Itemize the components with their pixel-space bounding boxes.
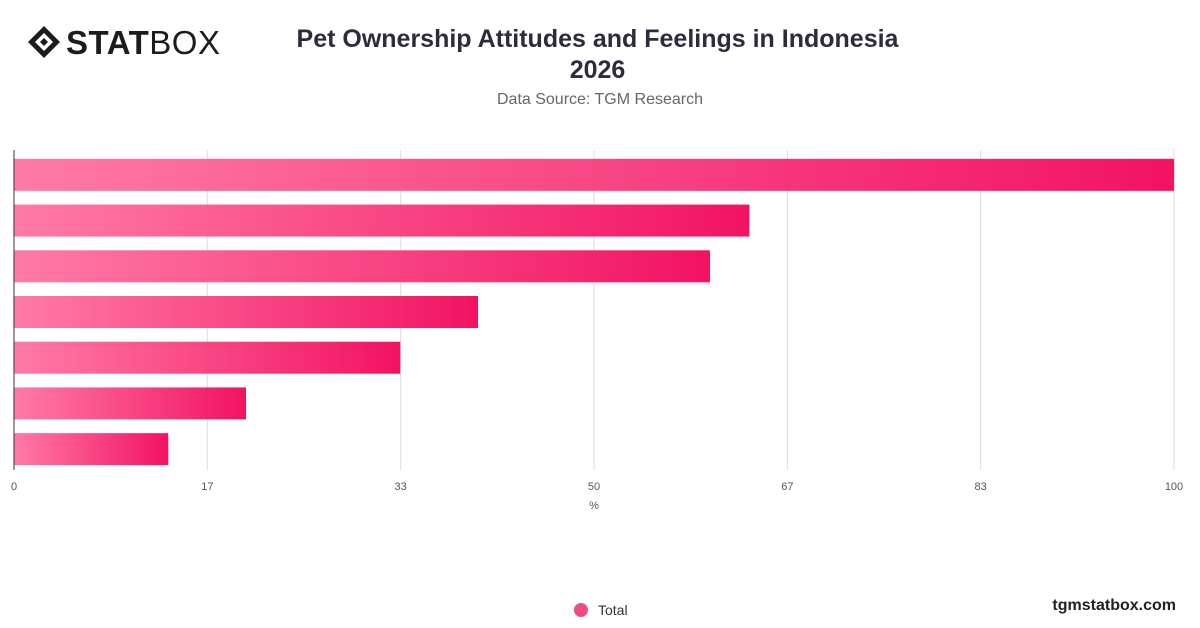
diamond-logo-icon xyxy=(28,26,60,58)
x-tick-label: 83 xyxy=(975,481,987,493)
x-tick-label: 33 xyxy=(395,481,407,493)
chart-title-line2: 2026 xyxy=(569,56,626,84)
bar[interactable] xyxy=(14,341,401,374)
x-tick-label: 17 xyxy=(201,481,213,493)
bar[interactable] xyxy=(14,296,478,328)
chart-title-line1: Pet Ownership Attitudes and Feelings in … xyxy=(296,25,899,53)
x-tick-label: 67 xyxy=(781,481,793,493)
logo-wordmark: STATBOX xyxy=(66,26,220,59)
bars xyxy=(14,158,1174,466)
chart-subtitle: Data Source: TGM Research xyxy=(496,91,703,108)
x-tick-label: 100 xyxy=(1165,481,1183,493)
x-tick-label: 50 xyxy=(588,481,600,493)
bar[interactable] xyxy=(14,387,246,420)
x-tick-label: 0 xyxy=(11,481,17,493)
bar[interactable] xyxy=(14,250,710,283)
logo-text-light: BOX xyxy=(149,23,221,61)
x-axis-label: % xyxy=(589,500,599,512)
bar[interactable] xyxy=(14,158,1174,191)
site-watermark: tgmstatbox.com xyxy=(1052,597,1176,614)
statbox-logo: STATBOX xyxy=(26,22,220,62)
bar[interactable] xyxy=(14,433,169,466)
legend-label: Total xyxy=(598,602,628,618)
bar[interactable] xyxy=(14,204,750,237)
legend[interactable]: Total xyxy=(574,602,628,618)
chart-title: Pet Ownership Attitudes and Feelings in … xyxy=(0,24,1195,86)
logo-text-bold: STAT xyxy=(66,23,150,61)
legend-dot-icon xyxy=(574,603,588,617)
x-axis-ticks: 0 17 33 50 67 83 100 xyxy=(11,481,1183,493)
